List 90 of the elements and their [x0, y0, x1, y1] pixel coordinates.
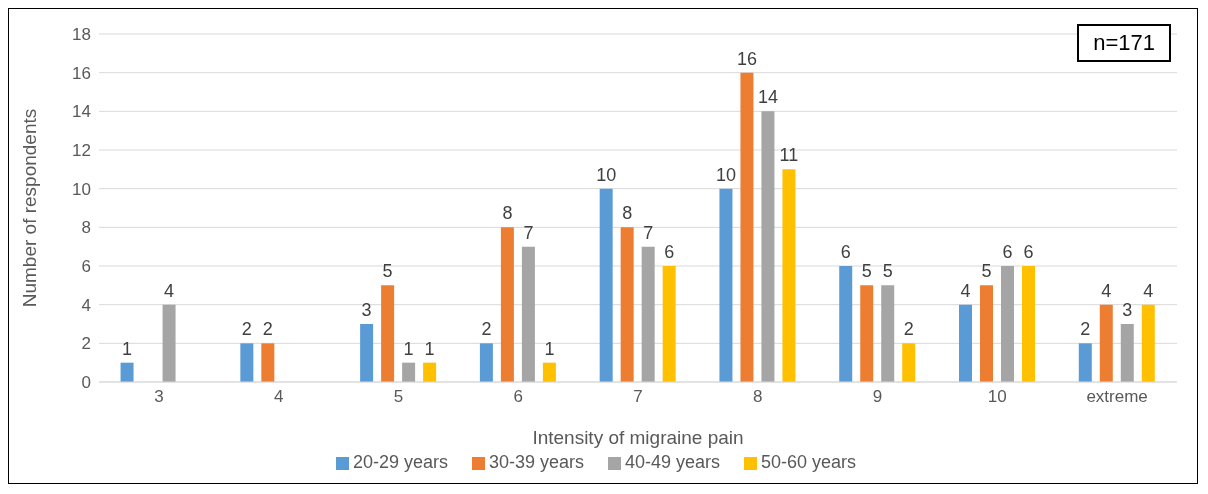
data-label: 1 [403, 338, 414, 359]
bar [980, 285, 993, 382]
bar [162, 304, 176, 382]
data-label: 2 [262, 319, 273, 340]
data-label: 2 [1080, 319, 1091, 340]
bar [261, 343, 275, 382]
data-label: 4 [1101, 280, 1112, 301]
bar [1001, 266, 1014, 382]
x-tick-label: 4 [273, 387, 284, 407]
data-label: 11 [779, 145, 799, 166]
y-axis-title: Number of respondents [18, 108, 40, 308]
data-label: 6 [664, 242, 675, 262]
bar [839, 266, 853, 382]
bar [599, 188, 613, 382]
data-label: 7 [643, 222, 654, 243]
y-tick-label: 0 [81, 373, 91, 393]
bar [740, 72, 754, 382]
data-label: 2 [481, 319, 492, 340]
bar [1022, 266, 1035, 382]
bar [500, 227, 514, 382]
data-label: 4 [1143, 280, 1154, 301]
data-label: 1 [424, 338, 435, 359]
x-tick-label: 10 [987, 387, 1007, 407]
legend-label: 20-29 years [352, 452, 448, 472]
data-label: 2 [241, 319, 252, 340]
data-label: 10 [715, 164, 736, 185]
data-label: 2 [903, 319, 914, 340]
bar [1141, 304, 1155, 382]
bar [761, 111, 775, 382]
data-label: 16 [736, 48, 757, 69]
data-label: 8 [622, 203, 633, 224]
y-tick-label: 10 [72, 179, 91, 199]
bar [542, 362, 556, 382]
bar [719, 188, 733, 382]
data-label: 5 [882, 261, 893, 282]
bar [662, 266, 676, 382]
data-label: 4 [164, 280, 175, 301]
data-label: 1 [544, 338, 555, 359]
data-label: 5 [382, 261, 393, 282]
x-axis-title: Intensity of migraine pain [532, 427, 744, 448]
bar [641, 246, 655, 382]
data-label: 7 [523, 222, 534, 243]
y-tick-label: 6 [81, 257, 91, 277]
data-label: 6 [1023, 242, 1034, 262]
bar [521, 246, 535, 382]
bar [381, 285, 395, 382]
bar [423, 362, 437, 382]
legend-label: 50-60 years [761, 452, 857, 472]
data-label: 8 [502, 203, 513, 224]
y-tick-label: 18 [72, 25, 91, 45]
x-tick-label: 8 [753, 387, 763, 407]
bar [1120, 324, 1134, 382]
data-label: 10 [596, 164, 617, 185]
y-tick-label: 4 [81, 295, 91, 315]
x-tick-label: extreme [1086, 387, 1148, 407]
bar [959, 304, 972, 382]
bar [240, 343, 254, 382]
bar [120, 362, 134, 382]
bar [479, 343, 493, 382]
bar [881, 285, 895, 382]
bar [902, 343, 916, 382]
x-tick-label: 6 [513, 387, 523, 407]
annotation: n=171 [1077, 24, 1171, 62]
data-label: 6 [1002, 242, 1013, 262]
data-label: 3 [1122, 300, 1133, 320]
bar [402, 362, 416, 382]
x-tick-label: 9 [872, 387, 883, 407]
data-label: 1 [122, 338, 133, 359]
bar [782, 169, 796, 382]
bar [1078, 343, 1092, 382]
bar [360, 324, 374, 382]
legend-label: 40-49 years [625, 452, 721, 472]
x-tick-label: 5 [393, 387, 404, 407]
y-tick-label: 2 [81, 334, 91, 354]
y-tick-label: 8 [81, 218, 91, 238]
bar [1099, 304, 1113, 382]
data-label: 5 [981, 261, 992, 282]
y-tick-label: 16 [72, 63, 91, 83]
data-label: 4 [960, 280, 971, 301]
y-tick-label: 14 [72, 102, 91, 122]
x-tick-label: 7 [633, 387, 643, 407]
data-label: 5 [861, 261, 872, 282]
data-label: 3 [361, 300, 372, 320]
data-label: 14 [757, 87, 778, 108]
bar [860, 285, 874, 382]
x-tick-label: 3 [154, 387, 164, 407]
bar [620, 227, 634, 382]
legend-label: 30-39 years [488, 452, 584, 472]
y-tick-label: 12 [72, 141, 91, 161]
data-label: 6 [840, 242, 851, 262]
